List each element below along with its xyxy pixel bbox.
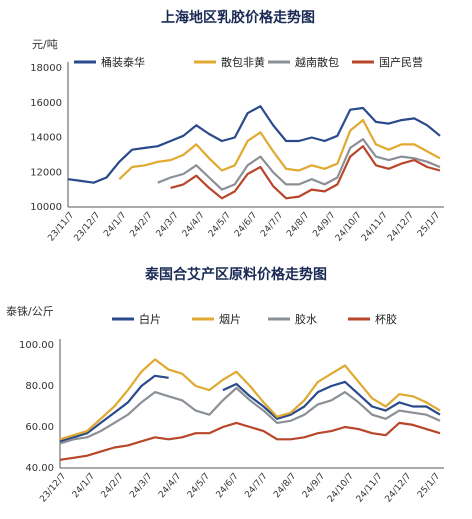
chart2-x-tick: 24/10/7	[326, 472, 356, 505]
chart1-x-tick: 24/1/7	[102, 211, 128, 240]
chart1-legend-label: 国产民营	[379, 55, 423, 69]
chart1-series-line-3	[157, 138, 441, 191]
chart1-series-line-2	[118, 119, 441, 180]
chart2-legend-label: 白片	[139, 312, 161, 326]
chart1-ylabel: 元/吨	[32, 38, 58, 51]
chart1-y-tick: 18000	[30, 63, 62, 74]
chart2-y-tick: 60.00	[25, 422, 54, 433]
chart2-series-line-4	[59, 421, 441, 461]
chart1-x-tick: 24/6/7	[233, 211, 259, 240]
chart2-axes: 40.00 60.00 80.00 100.00	[19, 339, 444, 474]
chart2-x-ticks: 23/12/7 24/1/7 24/2/7 24/3/7 24/4/7 24/5/7 24/…	[38, 472, 442, 505]
chart1-legend: 桶装泰华 散包非黄 越南散包 国产民营	[74, 55, 423, 69]
chart2-series-line-2	[59, 358, 441, 441]
chart2-legend-label: 杯胶	[375, 312, 397, 326]
chart2-y-tick: 100.00	[19, 340, 54, 351]
chart2-series-line-3	[59, 386, 441, 445]
chart1-x-tick: 24/3/7	[155, 211, 181, 240]
chart2-x-tick: 24/1/7	[71, 472, 97, 501]
chart2-x-tick: 24/9/7	[301, 472, 327, 501]
chart2-x-tick: 24/2/7	[100, 472, 126, 501]
chart1-y-tick: 16000	[30, 98, 62, 109]
chart2-x-tick: 24/4/7	[157, 472, 183, 501]
chart2-x-tick: 24/7/7	[243, 472, 269, 501]
chart2-series-line-1	[59, 374, 441, 443]
chart1-x-ticks: 23/11/723/12/7 24/1/7 24/2/7 24/3/7 24/4/7 24…	[46, 211, 442, 244]
chart1-axes: 10000 12000 14000 16000 18000	[30, 62, 444, 213]
chart1-x-tick: 24/9/7	[311, 211, 337, 240]
chart2-x-tick: 24/11/7	[355, 472, 385, 505]
chart1-series	[67, 105, 441, 200]
chart1-x-tick: 24/11/7	[360, 211, 390, 244]
chart2-ylabel: 泰铢/公斤	[6, 304, 54, 318]
thailand-hatyai-raw-material-chart: 泰国合艾产区原料价格走势图 泰铢/公斤 白片 烟片 胶水 杯胶 40.00 60.00 8…	[6, 266, 444, 505]
chart1-series-line-1	[67, 105, 441, 184]
chart1-legend-label: 桶装泰华	[101, 55, 145, 69]
chart2-legend: 白片 烟片 胶水 杯胶	[112, 312, 397, 326]
chart1-x-tick: 24/2/7	[128, 211, 154, 240]
chart2-series	[59, 358, 441, 461]
chart1-x-tick: 24/7/7	[259, 211, 285, 240]
chart1-legend-label: 越南散包	[295, 55, 339, 69]
chart2-x-tick: 24/8/7	[272, 472, 298, 501]
chart1-x-tick: 24/4/7	[181, 211, 207, 240]
chart1-x-tick: 24/10/7	[334, 211, 364, 244]
chart2-x-tick: 25/1/7	[416, 472, 442, 501]
chart1-x-tick: 24/5/7	[207, 211, 233, 240]
chart2-x-tick: 24/5/7	[186, 472, 212, 501]
chart1-x-tick: 24/8/7	[285, 211, 311, 240]
chart2-legend-label: 胶水	[295, 312, 317, 326]
chart2-x-tick: 24/6/7	[215, 472, 241, 501]
chart2-x-tick: 23/12/7	[38, 472, 68, 505]
chart2-x-tick: 24/12/7	[384, 472, 414, 505]
chart1-y-tick: 10000	[30, 202, 62, 213]
shanghai-latex-price-chart: 上海地区乳胶价格走势图 元/吨 桶装泰华 散包非黄 越南散包 国产民营 10000 12…	[30, 9, 444, 244]
chart1-x-tick: 24/12/7	[386, 211, 416, 244]
chart1-legend-label: 散包非黄	[221, 55, 265, 69]
chart1-title: 上海地区乳胶价格走势图	[161, 9, 315, 26]
chart2-title: 泰国合艾产区原料价格走势图	[144, 266, 327, 283]
chart1-y-tick: 12000	[30, 167, 62, 178]
chart2-legend-label: 烟片	[219, 312, 241, 326]
chart1-x-tick: 23/11/7	[46, 211, 76, 244]
chart2-y-tick: 40.00	[25, 463, 54, 474]
chart2-y-tick: 80.00	[25, 381, 54, 392]
chart1-x-tick: 25/1/7	[416, 211, 442, 240]
chart2-x-tick: 24/3/7	[128, 472, 154, 501]
chart1-x-tick: 23/12/7	[72, 211, 102, 244]
chart1-series-line-4	[170, 145, 441, 200]
chart1-y-tick: 14000	[30, 133, 62, 144]
